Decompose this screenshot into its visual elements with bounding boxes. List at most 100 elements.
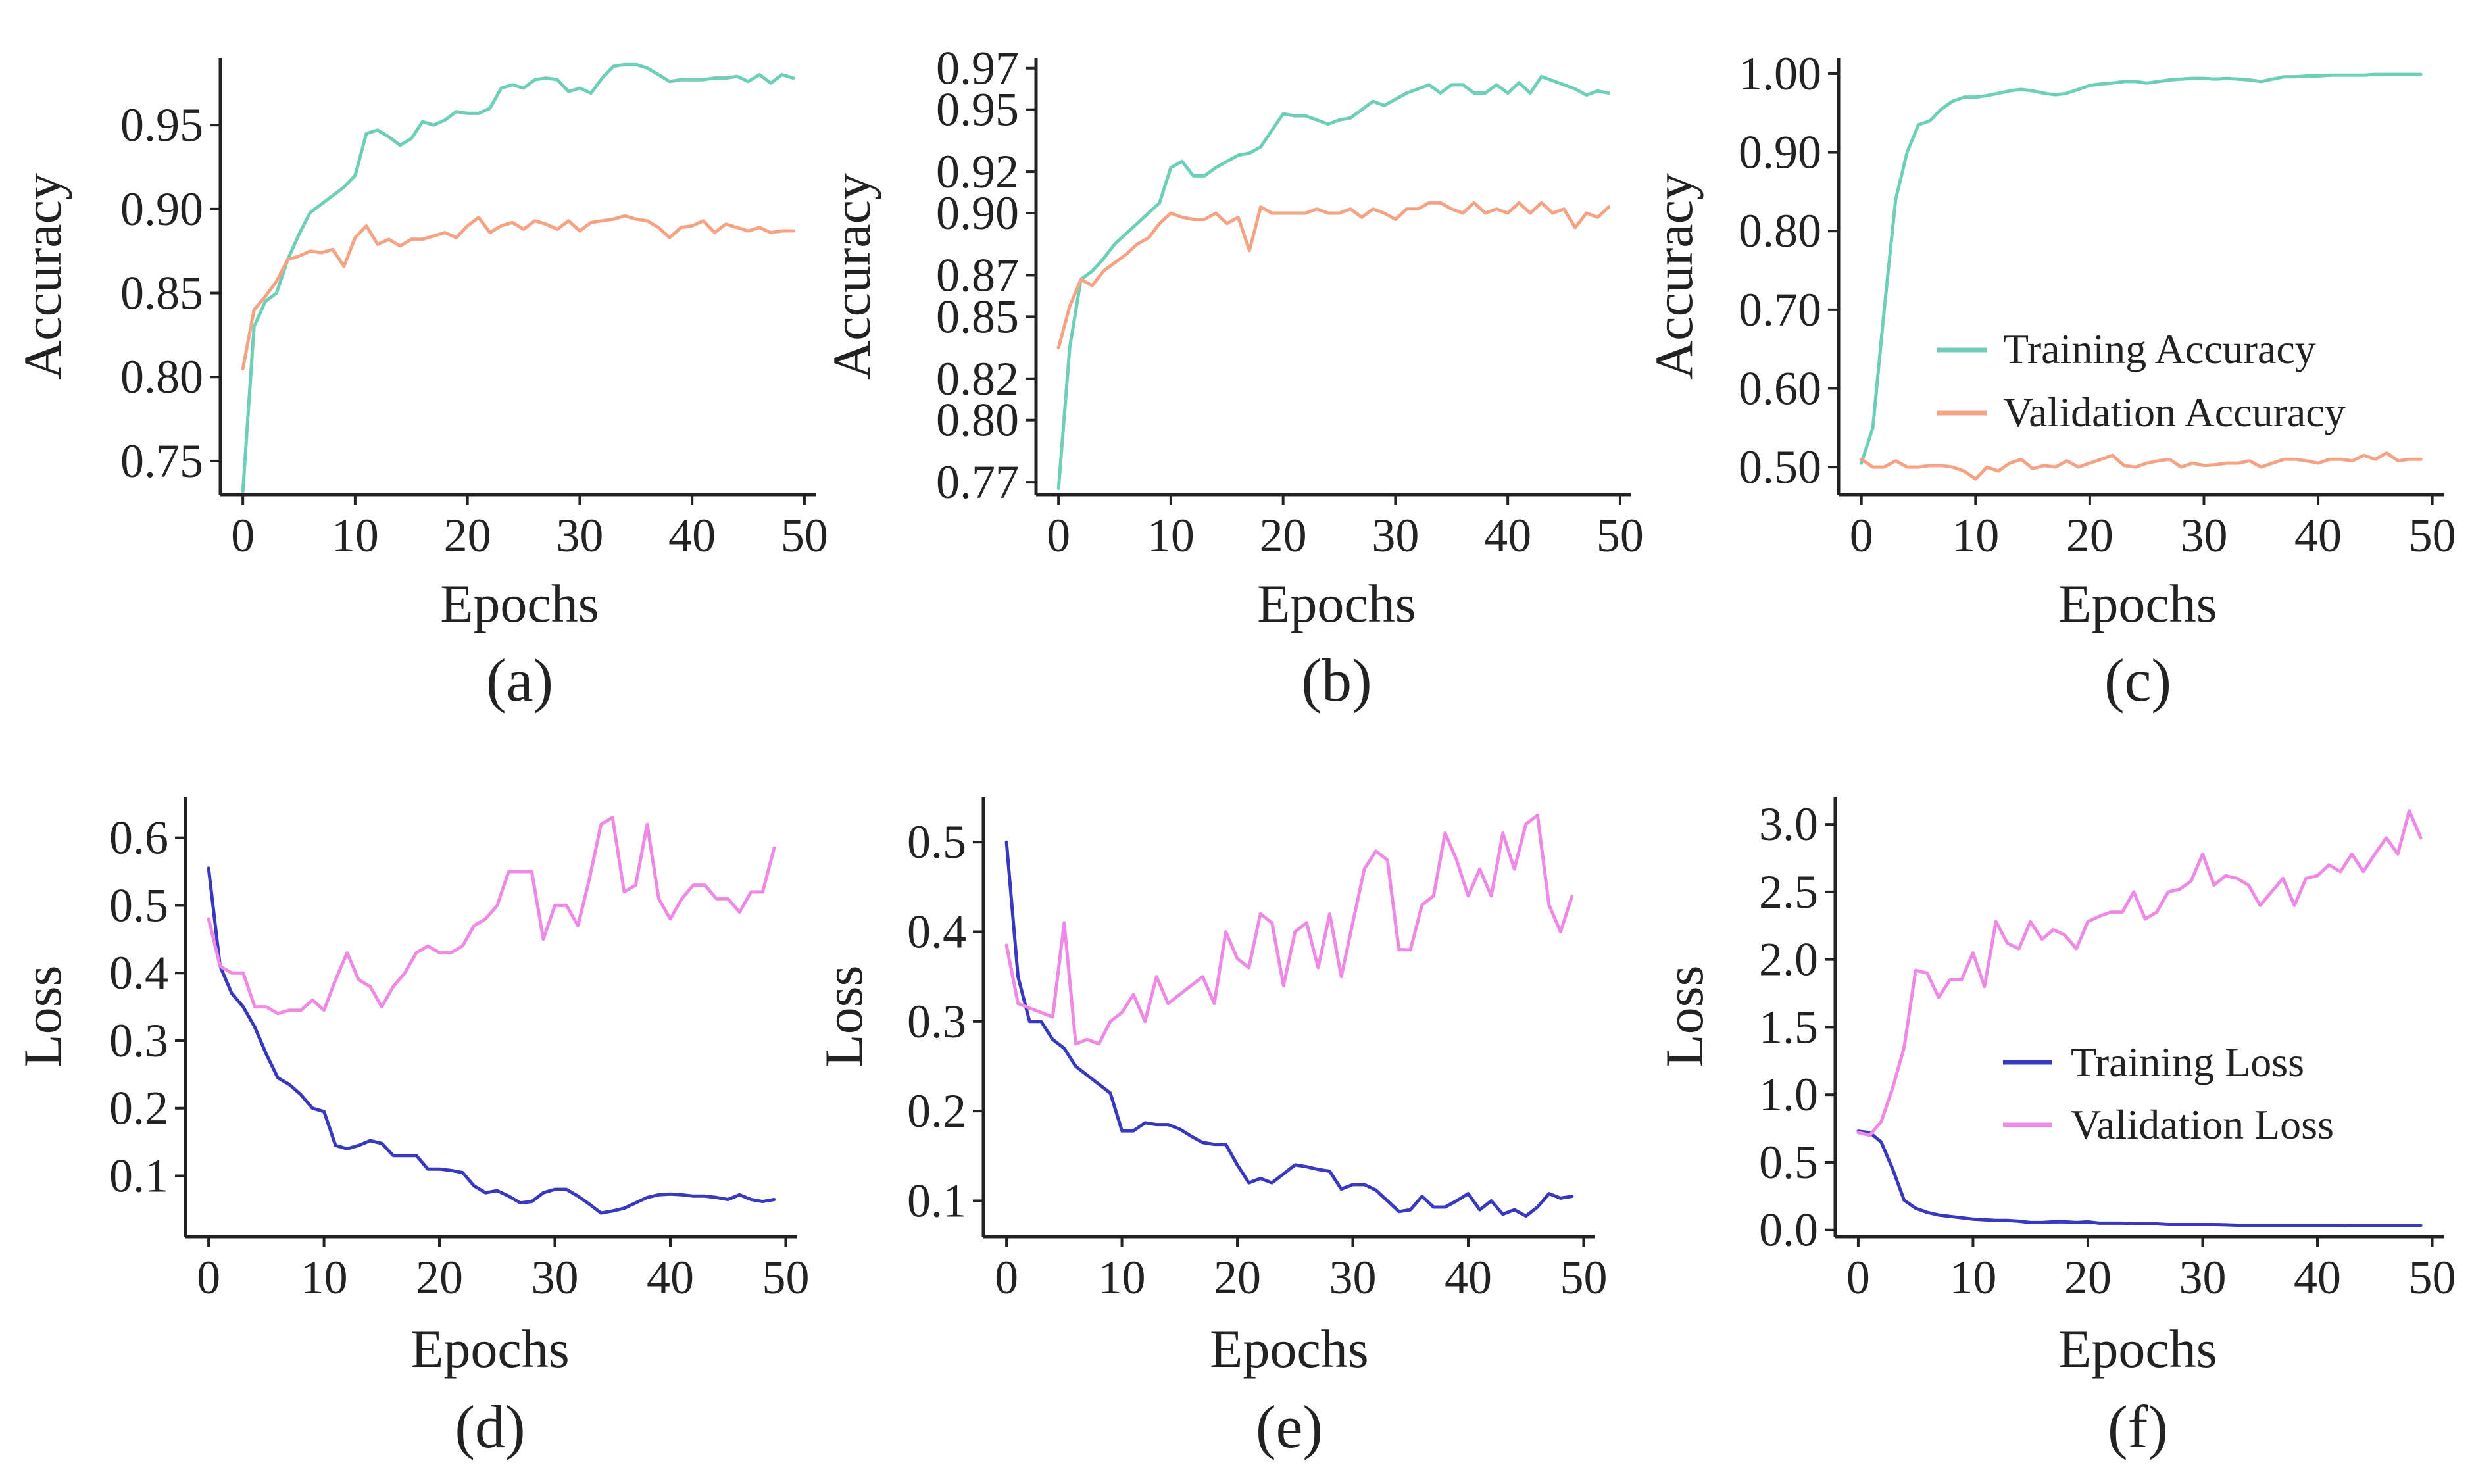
y-tick-label: 0.0 [1759,1204,1818,1256]
y-tick-label: 0.87 [936,249,1019,301]
x-tick-label: 50 [1560,1251,1607,1304]
series-lines [207,816,776,1215]
x-axis-label: Epochs [1257,574,1416,633]
series-lines [1856,809,2423,1227]
y-ticks: 0.75 0.80 0.85 0.90 0.95 [120,99,220,487]
legend-label-validation-accuracy: Validation Accuracy [2003,389,2346,435]
x-tick-label: 0 [231,509,255,562]
y-tick-label: 0.5 [907,816,966,868]
panel-label-a: (a) [486,647,553,714]
panel-label-b: (b) [1301,647,1372,714]
x-ticks: 0 10 20 30 40 50 [995,1237,1607,1304]
x-tick-label: 20 [1260,509,1307,562]
x-axis-label: Epochs [410,1319,569,1379]
y-axis-label: Accuracy [822,173,881,380]
y-tick-label: 0.95 [120,99,203,151]
panel-label-f: (f) [2108,1393,2168,1460]
y-tick-label: 0.2 [109,1082,168,1135]
chart-panel-a: 0 10 20 30 40 50 0.75 0.80 0.85 0.90 0.95 Accurac… [12,58,828,714]
legend-label-training-loss: Training Loss [2071,1039,2304,1085]
y-tick-label: 0.1 [907,1174,966,1227]
y-tick-label: 0.5 [109,879,168,931]
x-tick-label: 40 [2294,1251,2341,1304]
y-tick-label: 0.5 [1759,1136,1818,1189]
x-tick-label: 50 [1596,509,1644,562]
y-axis-label: Accuracy [12,173,72,380]
x-tick-label: 30 [1329,1251,1377,1304]
series-line-validation-loss [1856,809,2423,1137]
y-tick-label: 0.4 [109,947,168,999]
series-lines [241,62,795,493]
y-tick-label: 0.97 [936,42,1019,95]
x-tick-label: 10 [1949,1251,1996,1304]
chart-panel-b: 0 10 20 30 40 50 0.77 0.800.82 0.850.87 0.900.92… [822,42,1644,714]
y-tick-label: 0.3 [907,995,966,1048]
x-axis-label: Epochs [1210,1319,1368,1379]
legend: Training Accuracy Validation Accuracy [1937,326,2346,435]
y-axis-label: Accuracy [1644,173,1704,380]
x-tick-label: 20 [444,509,491,562]
x-tick-label: 10 [1099,1251,1146,1304]
x-tick-label: 0 [995,1251,1018,1304]
y-tick-label: 0.6 [109,812,168,864]
panel-label-c: (c) [2104,647,2171,714]
x-ticks: 0 10 20 30 40 50 [1846,1237,2456,1304]
x-tick-label: 10 [301,1251,348,1304]
series-line-training-loss [207,866,776,1215]
y-tick-label: 0.80 [1739,205,1821,257]
y-axis-label: Loss [1654,966,1714,1068]
y-tick-label: 0.80 [120,351,203,403]
y-tick-label: 0.90 [120,183,203,235]
x-tick-label: 30 [556,509,603,562]
y-tick-label: 1.5 [1759,1001,1818,1053]
x-tick-label: 20 [1214,1251,1261,1304]
y-tick-label: 0.50 [1739,441,1821,493]
x-tick-label: 40 [1484,509,1531,562]
y-tick-label: 0.4 [907,905,966,958]
x-axis-label: Epochs [2058,574,2217,633]
x-ticks: 0 10 20 30 40 50 [197,1237,809,1304]
x-tick-label: 20 [416,1251,463,1304]
x-tick-label: 0 [197,1251,220,1304]
x-tick-label: 10 [1147,509,1195,562]
chart-panel-e: 0 10 20 30 40 50 0.10.20.30.40.5 Loss Epochs … [814,797,1607,1460]
x-tick-label: 50 [2409,509,2456,562]
y-tick-label: 0.90 [1739,126,1821,179]
chart-panel-f: 0 10 20 30 40 50 0.0 0.5 1.0 1.5 2.0 2.5 3.0 Traini… [1654,797,2456,1460]
y-tick-label: 0.85 [120,267,203,320]
y-tick-label: 0.77 [936,456,1019,508]
x-tick-label: 20 [2064,1251,2112,1304]
y-tick-label: 2.5 [1759,866,1818,918]
x-tick-label: 30 [2179,1251,2226,1304]
y-tick-label: 0.70 [1739,284,1821,336]
x-tick-label: 0 [1850,509,1873,562]
series-line-training-accuracy [1056,74,1611,491]
series-line-validation-loss [207,816,776,1016]
y-tick-label: 0.95 [936,84,1019,136]
series-line-validation-accuracy [1056,201,1611,350]
series-line-validation-accuracy [1860,451,2423,481]
panel-label-d: (d) [455,1393,525,1460]
series-line-training-accuracy [241,62,795,493]
x-tick-label: 30 [1372,509,1419,562]
y-tick-label: 3.0 [1759,798,1818,851]
y-ticks: 0.50 0.60 0.70 0.80 0.90 1.00 [1739,47,1839,493]
y-tick-label: 0.3 [109,1014,168,1067]
y-tick-label: 1.00 [1739,47,1821,100]
y-tick-label: 0.1 [109,1150,168,1202]
x-tick-label: 40 [647,1251,694,1304]
y-ticks: 0.1 0.2 0.3 0.4 0.5 0.6 [109,812,185,1202]
x-ticks: 0 10 20 30 40 50 [231,495,828,562]
legend-label-validation-loss: Validation Loss [2071,1101,2334,1148]
series-line-training-loss [1004,840,1574,1218]
x-tick-label: 50 [2409,1251,2456,1304]
y-axis-label: Loss [814,966,874,1068]
x-axis-label: Epochs [440,574,599,633]
series-lines [1056,74,1611,491]
legend: Training Loss Validation Loss [2003,1039,2334,1148]
x-ticks: 0 10 20 30 40 50 [1047,495,1644,562]
series-lines [1860,72,2423,481]
y-tick-label: 1.0 [1759,1068,1818,1121]
x-tick-label: 40 [2294,509,2342,562]
x-tick-label: 0 [1846,1251,1870,1304]
